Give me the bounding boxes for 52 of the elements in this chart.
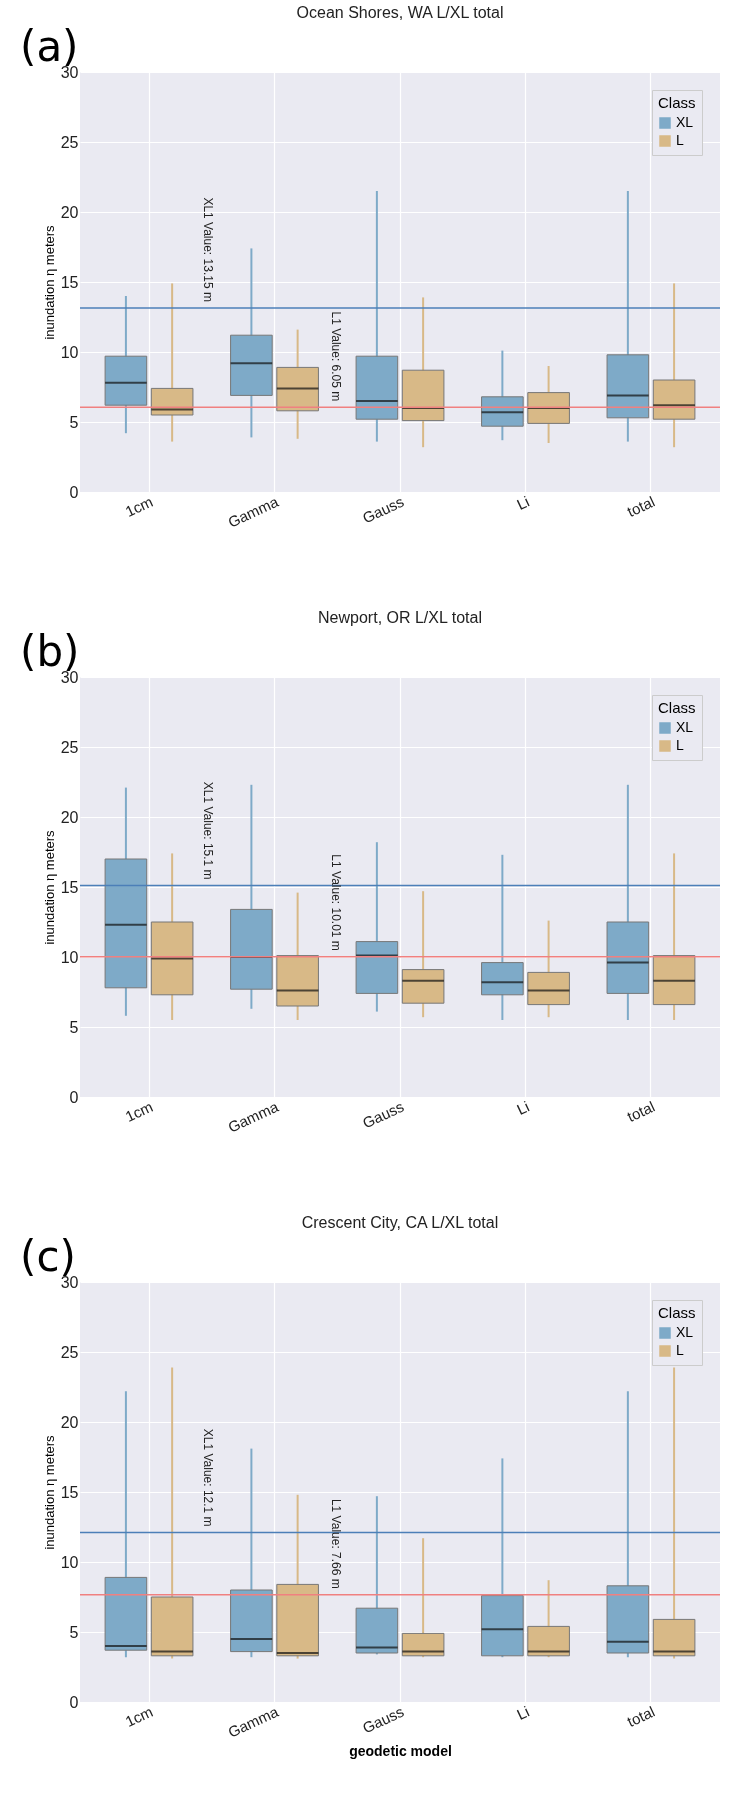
y-tick-label: 15 <box>60 1483 79 1501</box>
y-tick-label: 25 <box>60 133 79 151</box>
y-axis-title: inundation η meters <box>41 1434 57 1550</box>
y-tick-label: 10 <box>60 948 79 966</box>
chart-title: Newport, OR L/XL total <box>318 609 482 626</box>
x-tick-label: total <box>624 1702 658 1731</box>
ref-line-label: XL1 Value: 13.15 m <box>201 197 215 302</box>
y-tick-label: 25 <box>60 1343 79 1361</box>
y-tick-label: 10 <box>60 343 79 361</box>
x-tick-label: 1cm <box>122 492 156 521</box>
legend-title: Class <box>658 699 696 716</box>
y-tick-label: 0 <box>69 483 79 501</box>
ref-line-label: L1 Value: 10.01 m <box>329 854 343 951</box>
x-tick-label: total <box>624 1097 658 1126</box>
x-tick-label: Gauss <box>359 492 407 527</box>
legend-label: XL <box>676 1324 694 1340</box>
y-tick-label: 5 <box>69 1623 79 1641</box>
y-tick-label: 15 <box>60 273 79 291</box>
x-tick-label: Li <box>514 492 532 514</box>
x-tick-label: 1cm <box>122 1097 156 1126</box>
y-tick-label: 20 <box>60 808 79 826</box>
y-tick-label: 5 <box>69 1018 79 1036</box>
y-tick-label: 15 <box>60 878 79 896</box>
y-tick-label: 5 <box>69 413 79 431</box>
y-tick-label: 0 <box>69 1088 79 1106</box>
legend-label: L <box>676 737 684 753</box>
y-tick-label: 20 <box>60 1413 79 1431</box>
ref-line-label: XL1 Value: 15.1 m <box>201 781 215 880</box>
legend-label: XL <box>676 114 694 130</box>
y-axis-title: inundation η meters <box>41 224 57 340</box>
ref-line-label: XL1 Value: 12.1 m <box>201 1428 215 1527</box>
x-tick-label: Gauss <box>359 1097 407 1132</box>
ref-line-label: L1 Value: 7.66 m <box>329 1498 343 1589</box>
y-tick-label: 10 <box>60 1553 79 1571</box>
x-tick-label: Li <box>514 1702 532 1724</box>
legend-label: XL <box>676 719 694 735</box>
x-tick-label: total <box>624 492 658 521</box>
chart-title: Ocean Shores, WA L/XL total <box>296 4 504 21</box>
x-tick-label: 1cm <box>122 1702 156 1731</box>
y-tick-label: 20 <box>60 203 79 221</box>
x-tick-label: Gauss <box>359 1702 407 1737</box>
legend-label: L <box>676 132 684 148</box>
y-tick-label: 0 <box>69 1693 79 1711</box>
x-axis-title: geodetic model <box>349 1742 452 1759</box>
ref-line-label: L1 Value: 6.05 m <box>329 311 343 402</box>
legend-label: L <box>676 1342 684 1358</box>
y-axis-title: inundation η meters <box>41 829 57 945</box>
legend-title: Class <box>658 94 696 111</box>
x-tick-label: Li <box>514 1097 532 1119</box>
legend-title: Class <box>658 1304 696 1321</box>
chart-title: Crescent City, CA L/XL total <box>301 1214 499 1231</box>
y-tick-label: 25 <box>60 738 79 756</box>
